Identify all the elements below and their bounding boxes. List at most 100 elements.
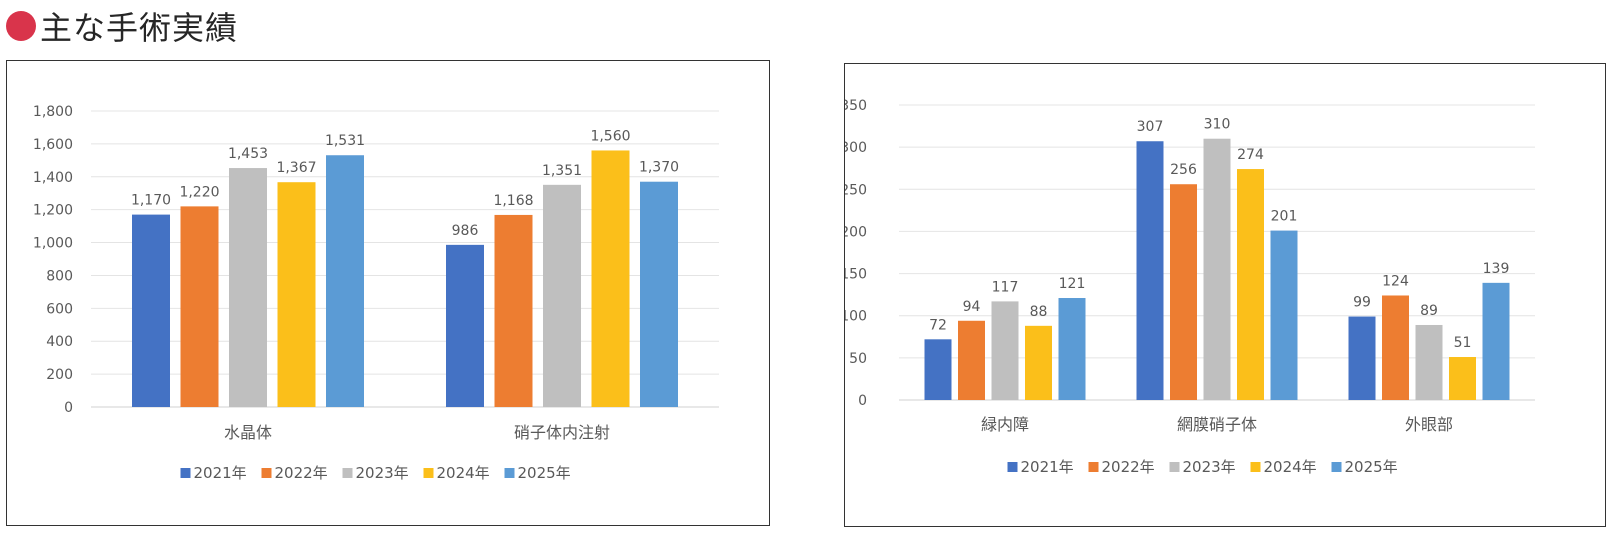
data-label: 1,168 xyxy=(493,193,533,209)
y-tick-label: 0 xyxy=(858,393,867,409)
legend-label: 2024年 xyxy=(437,464,490,482)
data-label: 94 xyxy=(963,299,981,315)
data-label: 310 xyxy=(1204,117,1231,133)
legend-swatch xyxy=(1331,462,1342,472)
legend-label: 2022年 xyxy=(1102,458,1155,476)
bar xyxy=(1270,230,1298,400)
legend-swatch xyxy=(180,468,191,478)
y-tick-label: 250 xyxy=(845,182,867,198)
data-label: 139 xyxy=(1483,261,1510,277)
y-tick-label: 400 xyxy=(46,334,73,350)
y-tick-label: 1,600 xyxy=(33,137,73,153)
section-heading: 主な手術実績 xyxy=(6,4,238,48)
bar xyxy=(1170,184,1197,400)
chart-1-svg: 0 200 400 600 800 1,000 1,200 1,400 1,600 1,800 1,… xyxy=(33,104,719,482)
data-label: 99 xyxy=(1353,295,1371,311)
y-tick-label: 1,800 xyxy=(33,104,73,120)
data-label: 51 xyxy=(1454,335,1472,351)
bar xyxy=(924,339,952,400)
bar xyxy=(991,301,1019,400)
data-label: 201 xyxy=(1271,209,1298,225)
legend-swatch xyxy=(1007,462,1018,472)
data-label: 89 xyxy=(1420,303,1438,319)
bar xyxy=(1237,169,1264,400)
y-tick-label: 600 xyxy=(46,301,73,317)
legend-label: 2021年 xyxy=(1021,458,1074,476)
category-label: 緑内障 xyxy=(981,415,1029,434)
bar xyxy=(958,320,985,400)
data-label: 124 xyxy=(1382,273,1409,289)
legend-label: 2025年 xyxy=(518,464,571,482)
y-tick-label: 100 xyxy=(845,309,867,325)
bar xyxy=(1348,316,1376,400)
bar xyxy=(591,150,630,407)
bar xyxy=(1449,357,1476,400)
bar xyxy=(229,168,267,407)
data-label: 1,370 xyxy=(639,160,679,176)
y-tick-label: 200 xyxy=(46,367,73,383)
legend-label: 2025年 xyxy=(1345,458,1398,476)
bar xyxy=(543,184,581,407)
y-tick-label: 1,200 xyxy=(33,203,73,219)
legend-swatch xyxy=(504,468,515,478)
bar xyxy=(132,214,170,407)
y-tick-label: 300 xyxy=(845,140,867,156)
bar xyxy=(640,181,678,407)
page-title: 主な手術実績 xyxy=(40,9,239,47)
y-tick-label: 350 xyxy=(845,98,867,114)
legend-label: 2023年 xyxy=(1183,458,1236,476)
y-tick-label: 1,400 xyxy=(33,170,73,186)
bar xyxy=(446,244,484,407)
legend-swatch xyxy=(423,468,434,478)
data-label: 88 xyxy=(1030,304,1048,320)
bar xyxy=(1058,298,1086,400)
data-label: 1,170 xyxy=(131,193,171,209)
chart-cataract-injection: 0 200 400 600 800 1,000 1,200 1,400 1,600 1,800 1,… xyxy=(6,60,770,526)
data-label: 121 xyxy=(1059,276,1086,292)
bar xyxy=(1025,325,1052,400)
y-tick-label: 800 xyxy=(46,268,73,284)
data-label: 1,220 xyxy=(179,184,219,200)
category-label: 硝子体内注射 xyxy=(514,423,610,442)
data-label: 986 xyxy=(452,223,479,239)
legend-label: 2022年 xyxy=(275,464,328,482)
data-label: 72 xyxy=(929,317,947,333)
bar xyxy=(1482,282,1510,400)
data-label: 307 xyxy=(1137,119,1164,135)
data-label: 1,531 xyxy=(325,133,365,149)
y-tick-label: 0 xyxy=(64,400,73,416)
bar xyxy=(1136,141,1164,400)
bar xyxy=(277,182,316,407)
data-label: 1,560 xyxy=(590,128,630,144)
data-label: 274 xyxy=(1237,147,1264,163)
data-label: 117 xyxy=(992,279,1019,295)
bar xyxy=(326,155,364,407)
category-label: 水晶体 xyxy=(224,423,272,442)
category-label: 外眼部 xyxy=(1405,415,1453,434)
legend-swatch xyxy=(1250,462,1261,472)
data-label: 1,367 xyxy=(276,160,316,176)
legend-swatch xyxy=(261,468,272,478)
bar xyxy=(1382,295,1409,400)
data-label: 1,453 xyxy=(228,146,268,162)
category-label: 網膜硝子体 xyxy=(1177,415,1257,434)
y-tick-label: 200 xyxy=(845,224,867,240)
legend-label: 2023年 xyxy=(356,464,409,482)
chart-glaucoma-retina-external: 0 50 100 150 200 250 300 350 72 94 117 88 121 緑内障 307 2… xyxy=(840,63,1606,527)
legend-label: 2021年 xyxy=(194,464,247,482)
legend-swatch xyxy=(1169,462,1180,472)
legend-swatch xyxy=(1088,462,1099,472)
red-circle-icon xyxy=(6,11,36,41)
bar xyxy=(494,214,533,407)
data-label: 1,351 xyxy=(542,163,582,179)
bar xyxy=(1415,324,1443,400)
chart-2-svg: 0 50 100 150 200 250 300 350 72 94 117 88 121 緑内障 307 2… xyxy=(840,98,1535,476)
legend-swatch xyxy=(342,468,353,478)
bar xyxy=(180,206,219,407)
y-tick-label: 150 xyxy=(845,267,867,283)
y-tick-label: 1,000 xyxy=(33,236,73,252)
y-tick-label: 50 xyxy=(849,351,867,367)
bar xyxy=(1203,138,1231,400)
legend-label: 2024年 xyxy=(1264,458,1317,476)
data-label: 256 xyxy=(1170,162,1197,178)
